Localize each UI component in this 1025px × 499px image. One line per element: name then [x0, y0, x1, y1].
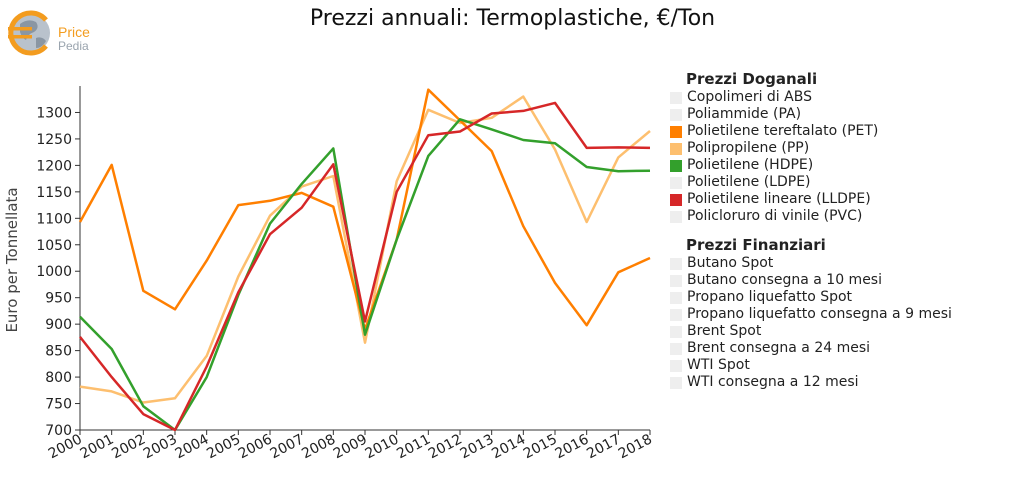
chart-title: Prezzi annuali: Termoplastiche, €/Ton [309, 6, 716, 31]
legend-swatch [670, 342, 682, 355]
legend-item[interactable]: WTI Spot [670, 357, 1020, 374]
y-tick-label: 1000 [36, 264, 72, 280]
legend-item[interactable]: Copolimeri di ABS [670, 89, 1020, 106]
y-tick-label: 700 [45, 423, 72, 439]
y-axis: 700 750 800 850 900 950 1000 1050 1100 1150 1200 12… [36, 86, 81, 439]
legend-item[interactable]: Polietilene tereftalato (PET) [670, 123, 1020, 140]
y-tick-label: 1100 [36, 211, 72, 227]
legend-doganali: Prezzi Doganali Copolimeri di ABS Poliamm… [670, 69, 1020, 225]
legend-swatch [670, 359, 682, 372]
pricepedia-logo: Price Pedia [8, 10, 90, 56]
legend-item[interactable]: Propano liquefatto consegna a 9 mesi [670, 306, 1020, 323]
legend-item[interactable]: Brent Spot [670, 323, 1020, 340]
legend-label: Butano consegna a 10 mesi [687, 272, 882, 288]
logo-text-pedia: Pedia [58, 39, 89, 53]
legend-swatch [670, 308, 682, 321]
legend-swatch [670, 193, 682, 206]
legend-label: Butano Spot [687, 255, 774, 271]
legend-item[interactable]: WTI consegna a 12 mesi [670, 374, 1020, 391]
legend-swatch [670, 376, 682, 389]
legend-swatch [670, 91, 682, 104]
legend-label: Propano liquefatto Spot [687, 289, 853, 305]
legend-swatch [670, 125, 682, 138]
legend-label: Brent consegna a 24 mesi [687, 340, 871, 356]
y-tick-label: 750 [45, 397, 72, 413]
legend-label: Poliammide (PA) [687, 106, 802, 122]
legend-swatch [670, 210, 682, 223]
legend-swatch [670, 142, 682, 155]
legend-doganali-title: Prezzi Doganali [686, 70, 818, 88]
legend-finanziari: Prezzi Finanziari Butano Spot Butano cons… [670, 235, 1020, 391]
legend-swatch [670, 176, 682, 189]
euro-globe-icon [8, 10, 50, 56]
legend-label: WTI consegna a 12 mesi [687, 374, 859, 390]
legend-label: Polipropilene (PP) [687, 140, 810, 156]
legend-label: Copolimeri di ABS [687, 89, 812, 105]
y-tick-label: 800 [45, 370, 72, 386]
legend-label: WTI Spot [687, 357, 750, 373]
y-tick-label: 1050 [36, 238, 72, 254]
legend-swatch [670, 274, 682, 287]
legend-item[interactable]: Polipropilene (PP) [670, 140, 1020, 157]
y-tick-label: 850 [45, 344, 72, 360]
legend-label: Policloruro di vinile (PVC) [687, 208, 863, 224]
legend-label: Polietilene (LDPE) [687, 174, 811, 190]
series-lines [78, 88, 651, 432]
y-tick-label: 900 [45, 317, 72, 333]
legend-label: Polietilene tereftalato (PET) [687, 123, 879, 139]
series-line-0[interactable] [79, 95, 651, 404]
legend-item[interactable]: Polietilene (LDPE) [670, 174, 1020, 191]
legend-label: Polietilene (HDPE) [687, 157, 814, 173]
legend-finanziari-title: Prezzi Finanziari [686, 236, 826, 254]
line-chart: 700 750 800 850 900 950 1000 1050 1100 1150 1200 12… [3, 86, 655, 462]
logo-text-price: Price [58, 24, 90, 40]
legend-swatch [670, 291, 682, 304]
series-line-3[interactable] [79, 101, 651, 432]
legend-item[interactable]: Propano liquefatto Spot [670, 289, 1020, 306]
legend-item[interactable]: Butano Spot [670, 255, 1020, 272]
y-tick-label: 1250 [36, 132, 72, 148]
y-tick-label: 1150 [36, 185, 72, 201]
legend-swatch [670, 325, 682, 338]
y-axis-label: Euro per Tonnellata [3, 187, 21, 332]
y-tick-label: 1200 [36, 158, 72, 174]
series-line-2[interactable] [79, 118, 651, 432]
legend-item[interactable]: Brent consegna a 24 mesi [670, 340, 1020, 357]
legend-label: Propano liquefatto consegna a 9 mesi [687, 306, 952, 322]
y-tick-label: 950 [45, 291, 72, 307]
x-tick-label: 2018 [616, 431, 655, 462]
y-tick-label: 1300 [36, 105, 72, 121]
legend-swatch [670, 257, 682, 270]
legend-swatch [670, 159, 682, 172]
legend-item[interactable]: Polietilene (HDPE) [670, 157, 1020, 174]
x-axis: 2000200120022003200420052006200720082009… [46, 429, 655, 462]
legend-swatch [670, 108, 682, 121]
legend-item[interactable]: Poliammide (PA) [670, 106, 1020, 123]
legend-label: Brent Spot [687, 323, 762, 339]
legend-item[interactable]: Policloruro di vinile (PVC) [670, 208, 1020, 225]
legend-item[interactable]: Butano consegna a 10 mesi [670, 272, 1020, 289]
legend-label: Polietilene lineare (LLDPE) [687, 191, 871, 207]
legend-item[interactable]: Polietilene lineare (LLDPE) [670, 191, 1020, 208]
series-line-1[interactable] [78, 88, 651, 331]
